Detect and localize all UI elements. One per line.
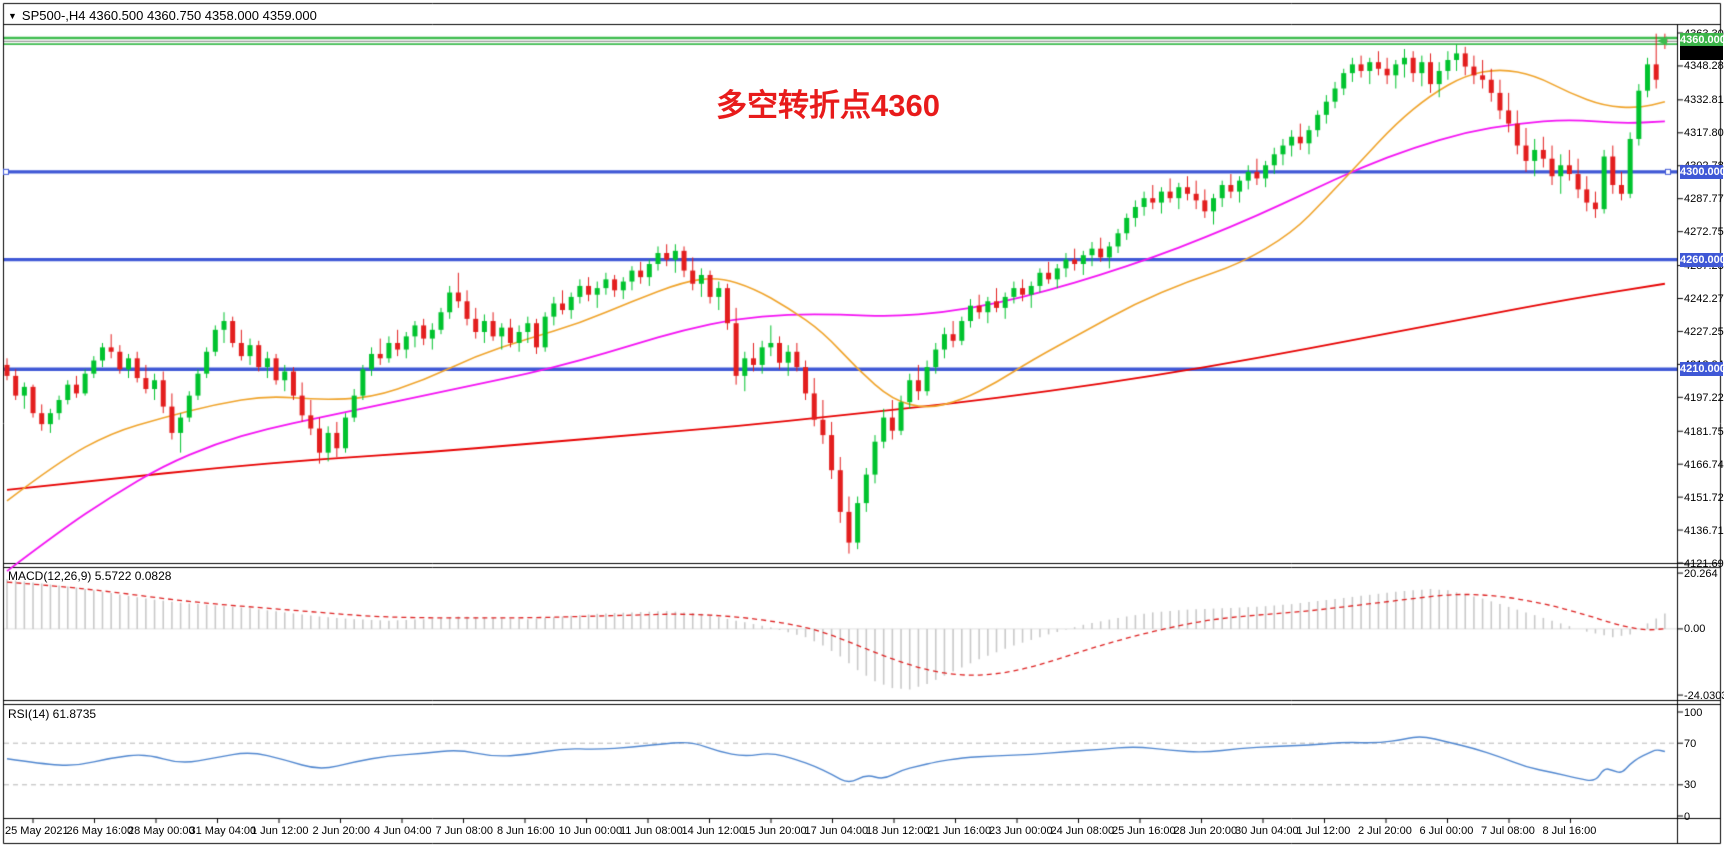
time-axis-label: 7 Jun 08:00 xyxy=(435,825,494,837)
price-badge-4260.000: 4260.000 xyxy=(1680,252,1724,267)
time-axis-label: 15 Jun 20:00 xyxy=(743,825,807,837)
price-badge-hidden xyxy=(1680,46,1723,60)
time-axis-label: 11 Jun 08:00 xyxy=(620,825,683,837)
time-axis-label: 28 Jun 20:00 xyxy=(1173,825,1238,837)
chart-title-text: SP500-,H4 4360.500 4360.750 4358.000 435… xyxy=(21,8,317,23)
time-axis-label: 26 May 16:00 xyxy=(66,825,134,837)
annotation-text: 多空转折点4360 xyxy=(716,88,940,123)
price-tick-label: 4287.770 xyxy=(1684,193,1724,206)
time-axis-label: 2 Jul 20:00 xyxy=(1358,825,1412,837)
macd-indicator-label: MACD(12,26,9) 5.5722 0.0828 xyxy=(8,569,172,583)
price-tick-label: 4151.725 xyxy=(1684,491,1724,504)
price-tick-label: 4181.755 xyxy=(1684,425,1724,438)
time-axis-label: 8 Jun 16:00 xyxy=(497,825,555,837)
time-axis-label: 24 Jun 08:00 xyxy=(1050,825,1115,837)
time-axis-label: 10 Jun 00:00 xyxy=(558,825,623,837)
macd-tick-label: -24.0303 xyxy=(1684,689,1724,702)
price-tick-label: 4242.270 xyxy=(1684,293,1724,305)
price-tick-label: 4121.695 xyxy=(1684,557,1724,570)
time-axis-label: 21 Jun 16:00 xyxy=(927,825,992,837)
time-axis-label: 30 Jun 04:00 xyxy=(1235,825,1299,837)
time-axis-label: 18 Jun 12:00 xyxy=(866,825,930,837)
time-axis-label: 8 Jul 16:00 xyxy=(1542,825,1597,837)
price-tick-label: 4136.710 xyxy=(1684,524,1724,537)
time-axis-label: 31 May 04:00 xyxy=(189,825,257,837)
time-axis-label: 25 May 2021 xyxy=(5,825,69,837)
price-badge-4360.000: 4360.000 xyxy=(1680,33,1724,48)
price-tick-label: 4317.800 xyxy=(1684,127,1724,140)
time-axis-label: 6 Jul 00:00 xyxy=(1419,825,1474,837)
price-tick-label: 4227.255 xyxy=(1684,325,1724,338)
time-axis-label: 17 Jun 04:00 xyxy=(804,825,869,837)
macd-tick-label: 0.00 xyxy=(1684,623,1706,636)
price-tick-label: 4166.740 xyxy=(1684,458,1724,471)
rsi-tick-label: 70 xyxy=(1684,737,1697,750)
price-tick-label: 4272.755 xyxy=(1684,226,1724,239)
price-tick-label: 4197.225 xyxy=(1684,391,1724,404)
symbol-dropdown-icon[interactable]: ▼ xyxy=(8,11,17,21)
rsi-indicator-label: RSI(14) 61.8735 xyxy=(8,707,97,721)
time-axis-label: 23 Jun 00:00 xyxy=(989,825,1053,837)
price-tick-label: 4348.285 xyxy=(1684,60,1724,73)
price-tick-label: 4332.815 xyxy=(1684,94,1724,107)
chart-title: ▼ SP500-,H4 4360.500 4360.750 4358.000 43… xyxy=(8,8,317,23)
time-axis-label: 4 Jun 04:00 xyxy=(374,825,432,837)
time-axis-label: 2 Jun 20:00 xyxy=(312,825,371,837)
time-axis-label: 1 Jul 12:00 xyxy=(1296,825,1351,837)
rsi-tick-label: 30 xyxy=(1684,779,1697,792)
time-axis-label: 14 Jun 12:00 xyxy=(681,825,746,837)
price-badge-4210.000: 4210.000 xyxy=(1680,362,1724,377)
rsi-tick-label: 100 xyxy=(1684,706,1703,719)
time-axis-label: 28 May 00:00 xyxy=(128,825,195,837)
price-badge-4300.000: 4300.000 xyxy=(1680,164,1724,179)
time-axis-label: 7 Jul 08:00 xyxy=(1481,825,1535,837)
macd-tick-label: 20.264 xyxy=(1684,567,1718,580)
time-axis-label: 1 Jun 12:00 xyxy=(251,825,309,837)
rsi-tick-label: 0 xyxy=(1684,810,1691,823)
time-axis-label: 25 Jun 16:00 xyxy=(1112,825,1176,837)
